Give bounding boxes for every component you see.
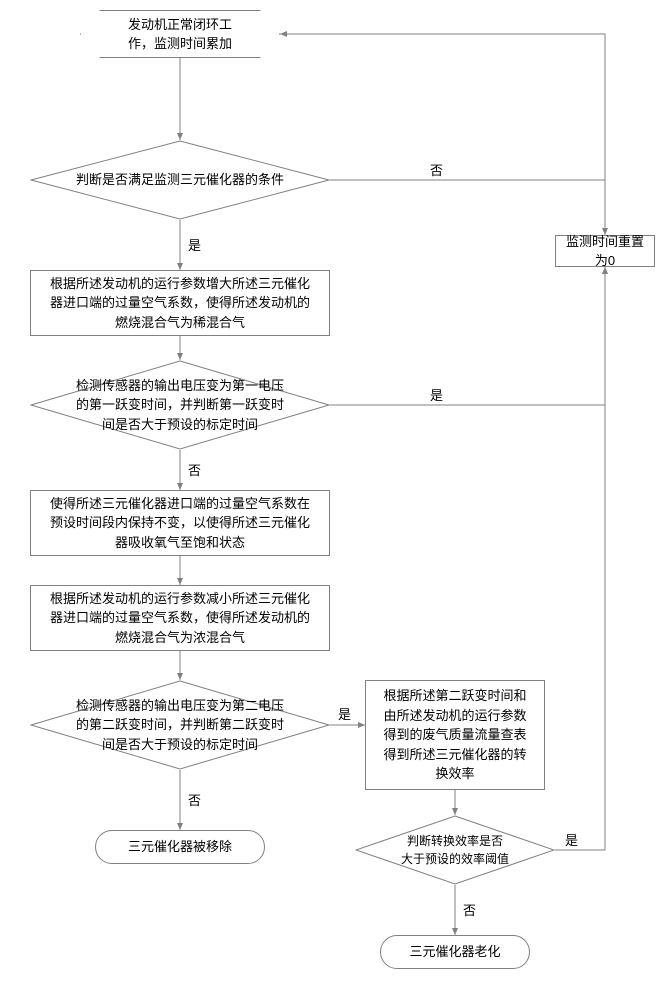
label-d3-yes: 是 [338, 704, 351, 723]
flowchart-canvas: 发动机正常闭环工 作，监测时间累加 判断是否满足监测三元催化器的条件 根据所述发… [10, 10, 662, 990]
terminator-aging: 三元催化器老化 [380, 935, 530, 969]
decision-2: 检测传感器的输出电压变为第一电压 的第一跃变时间，并判断第一跃变时 间是否大于预… [30, 360, 330, 450]
label-d1-no: 否 [430, 160, 443, 179]
label-d2-yes: 是 [430, 385, 443, 404]
label-d3-no: 否 [188, 790, 201, 809]
label-d2-no: 否 [188, 460, 201, 479]
decision-3: 检测传感器的输出电压变为第二电压 的第二跃变时间，并判断第二跃变时 间是否大于预… [30, 680, 330, 770]
reset-box: 监测时间重置为0 [555, 235, 655, 267]
label-d1-yes: 是 [188, 235, 201, 254]
label-d4-yes: 是 [565, 830, 578, 849]
label-d4-no: 否 [463, 900, 476, 919]
decision-4: 判断转换效率是否 大于预设的效率阈值 [355, 815, 555, 885]
process-1: 根据所述发动机的运行参数增大所述三元催化 器进口端的过量空气系数，使得所述发动机… [30, 270, 330, 336]
process-2: 使得所述三元催化器进口端的过量空气系数在 预设时间段内保持不变，以使得所述三元催… [30, 490, 330, 556]
process-4: 根据所述第二跃变时间和 由所述发动机的运行参数 得到的废气质量流量查表 得到所述… [365, 680, 545, 790]
process-3: 根据所述发动机的运行参数减小所述三元催化 器进口端的过量空气系数，使得所述发动机… [30, 585, 330, 651]
decision-1: 判断是否满足监测三元催化器的条件 [30, 140, 330, 220]
terminator-removed: 三元催化器被移除 [95, 830, 265, 864]
start-node: 发动机正常闭环工 作，监测时间累加 [80, 10, 280, 58]
